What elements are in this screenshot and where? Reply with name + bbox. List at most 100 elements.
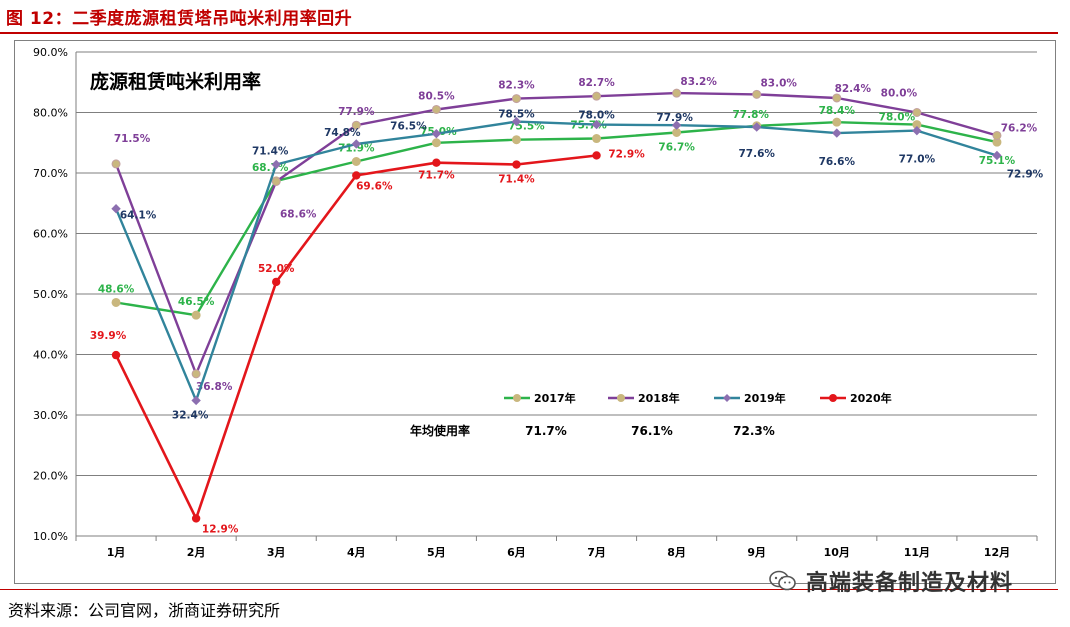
data-label: 82.7%	[578, 77, 615, 89]
y-tick-label: 70.0%	[33, 167, 68, 180]
data-point	[832, 128, 842, 138]
x-tick-label: 7月	[587, 546, 606, 559]
data-point	[992, 130, 1002, 140]
y-tick-label: 40.0%	[33, 349, 68, 362]
data-point	[351, 157, 361, 167]
y-tick-label: 80.0%	[33, 107, 68, 120]
data-point	[512, 160, 521, 169]
data-point	[111, 203, 121, 214]
series-line-2017年	[115, 121, 998, 317]
legend-marker	[829, 394, 837, 402]
y-tick-label: 60.0%	[33, 228, 68, 241]
data-point	[191, 514, 201, 523]
watermark-text: 高端装备制造及材料	[806, 571, 1014, 596]
chart-title: 庞源租赁吨米利用率	[90, 70, 261, 93]
legend-marker	[723, 394, 731, 402]
source-note: 资料来源：公司官网，浙商证券研究所	[8, 601, 281, 620]
data-point	[671, 120, 682, 130]
data-point	[511, 94, 521, 104]
data-point	[272, 277, 281, 287]
data-point	[992, 150, 1002, 161]
data-label: 78.5%	[498, 109, 535, 121]
data-point	[191, 310, 201, 320]
legend-label: 2019年	[744, 391, 786, 405]
data-label: 75.1%	[979, 155, 1016, 167]
x-tick-label: 5月	[427, 546, 446, 559]
title-rule	[0, 32, 1058, 34]
data-point	[351, 139, 361, 149]
legend-label: 2017年	[534, 391, 576, 405]
x-tick-label: 8月	[667, 546, 686, 559]
data-label: 12.9%	[202, 523, 239, 535]
data-label: 76.6%	[819, 156, 856, 168]
data-point	[351, 120, 361, 130]
x-tick-label: 10月	[824, 546, 850, 559]
data-label: 80.0%	[881, 88, 918, 100]
legend-marker	[617, 394, 625, 402]
data-label: 78.4%	[819, 105, 856, 117]
data-label: 83.0%	[760, 77, 797, 89]
data-point	[431, 128, 442, 139]
data-label: 76.5%	[390, 121, 427, 133]
data-point	[592, 91, 602, 101]
data-label: 77.6%	[738, 148, 775, 160]
series-line-2020年	[114, 154, 597, 520]
data-label: 36.8%	[196, 381, 233, 393]
data-point	[591, 119, 602, 130]
data-label: 72.9%	[608, 148, 645, 160]
data-point	[511, 116, 522, 127]
data-label: 69.6%	[356, 180, 393, 192]
series-line-2019年	[114, 120, 998, 402]
series-line-2018年	[114, 91, 998, 376]
data-point	[752, 122, 762, 132]
data-label: 77.8%	[732, 109, 769, 121]
annual-avg-value: 76.1%	[631, 424, 673, 438]
data-label: 76.7%	[658, 141, 695, 153]
data-label: 48.6%	[98, 283, 135, 295]
data-point	[191, 395, 201, 406]
data-label: 82.4%	[835, 83, 872, 95]
data-label: 68.6%	[280, 208, 317, 220]
data-point	[111, 350, 121, 360]
data-label: 52.0%	[258, 263, 295, 275]
figure-title: 图 12：二季度庞源租赁塔吊吨米利用率回升	[6, 9, 353, 29]
data-label: 74.8%	[324, 127, 361, 139]
watermark: 高端装备制造及材料	[768, 566, 1048, 596]
x-tick-label: 1月	[107, 546, 126, 559]
y-tick-label: 30.0%	[33, 409, 68, 422]
data-point	[431, 104, 441, 114]
source-rule	[0, 589, 1058, 590]
data-label: 64.1%	[120, 210, 157, 222]
data-point	[752, 89, 762, 99]
data-label: 78.0%	[879, 112, 916, 124]
wechat-icon	[769, 570, 796, 591]
data-label: 80.5%	[418, 90, 455, 102]
data-point	[271, 176, 281, 186]
data-label: 77.9%	[656, 112, 693, 124]
data-label: 82.3%	[498, 80, 535, 92]
y-tick-label: 50.0%	[33, 288, 68, 301]
legend-label: 2020年	[850, 391, 892, 405]
legend-label: 2018年	[638, 391, 680, 405]
y-tick-label: 10.0%	[33, 530, 68, 543]
data-point	[912, 125, 922, 136]
x-tick-label: 3月	[267, 546, 286, 559]
data-point	[271, 159, 281, 170]
annual-avg-value: 71.7%	[525, 424, 567, 438]
data-point	[111, 297, 121, 307]
data-label: 39.9%	[90, 330, 127, 342]
data-point	[912, 108, 922, 117]
data-point	[191, 369, 201, 379]
data-label: 71.7%	[418, 170, 455, 182]
x-tick-label: 4月	[347, 546, 366, 559]
x-tick-label: 12月	[984, 546, 1010, 559]
x-tick-label: 2月	[187, 546, 206, 559]
y-tick-label: 20.0%	[33, 470, 68, 483]
data-label: 71.5%	[114, 133, 151, 145]
data-point	[352, 171, 361, 180]
data-point	[672, 88, 682, 98]
data-label: 76.2%	[1001, 122, 1038, 134]
data-point	[511, 135, 521, 145]
data-point	[592, 134, 602, 144]
